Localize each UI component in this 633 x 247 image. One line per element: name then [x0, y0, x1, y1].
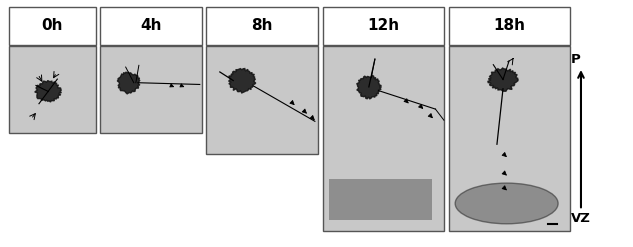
Bar	[329, 179, 432, 220]
Text: 0h: 0h	[42, 19, 63, 34]
Text: VZ: VZ	[571, 212, 591, 225]
Text: 18h: 18h	[493, 19, 525, 34]
Ellipse shape	[455, 183, 558, 224]
Text: P: P	[571, 53, 580, 66]
Bar	[323, 7, 444, 45]
Text: 4h: 4h	[141, 19, 162, 34]
Text: 8h: 8h	[251, 19, 273, 34]
Polygon shape	[357, 76, 381, 99]
Bar	[9, 7, 96, 45]
Bar	[206, 7, 318, 45]
Bar	[100, 7, 202, 45]
Bar	[9, 46, 96, 133]
Polygon shape	[488, 68, 518, 91]
Text: 12h: 12h	[367, 19, 399, 34]
Bar	[449, 46, 570, 231]
Polygon shape	[117, 72, 140, 94]
Bar	[323, 46, 444, 231]
Bar	[100, 46, 202, 133]
Polygon shape	[229, 69, 256, 93]
Bar	[449, 7, 570, 45]
Polygon shape	[35, 81, 61, 102]
Bar	[206, 46, 318, 153]
